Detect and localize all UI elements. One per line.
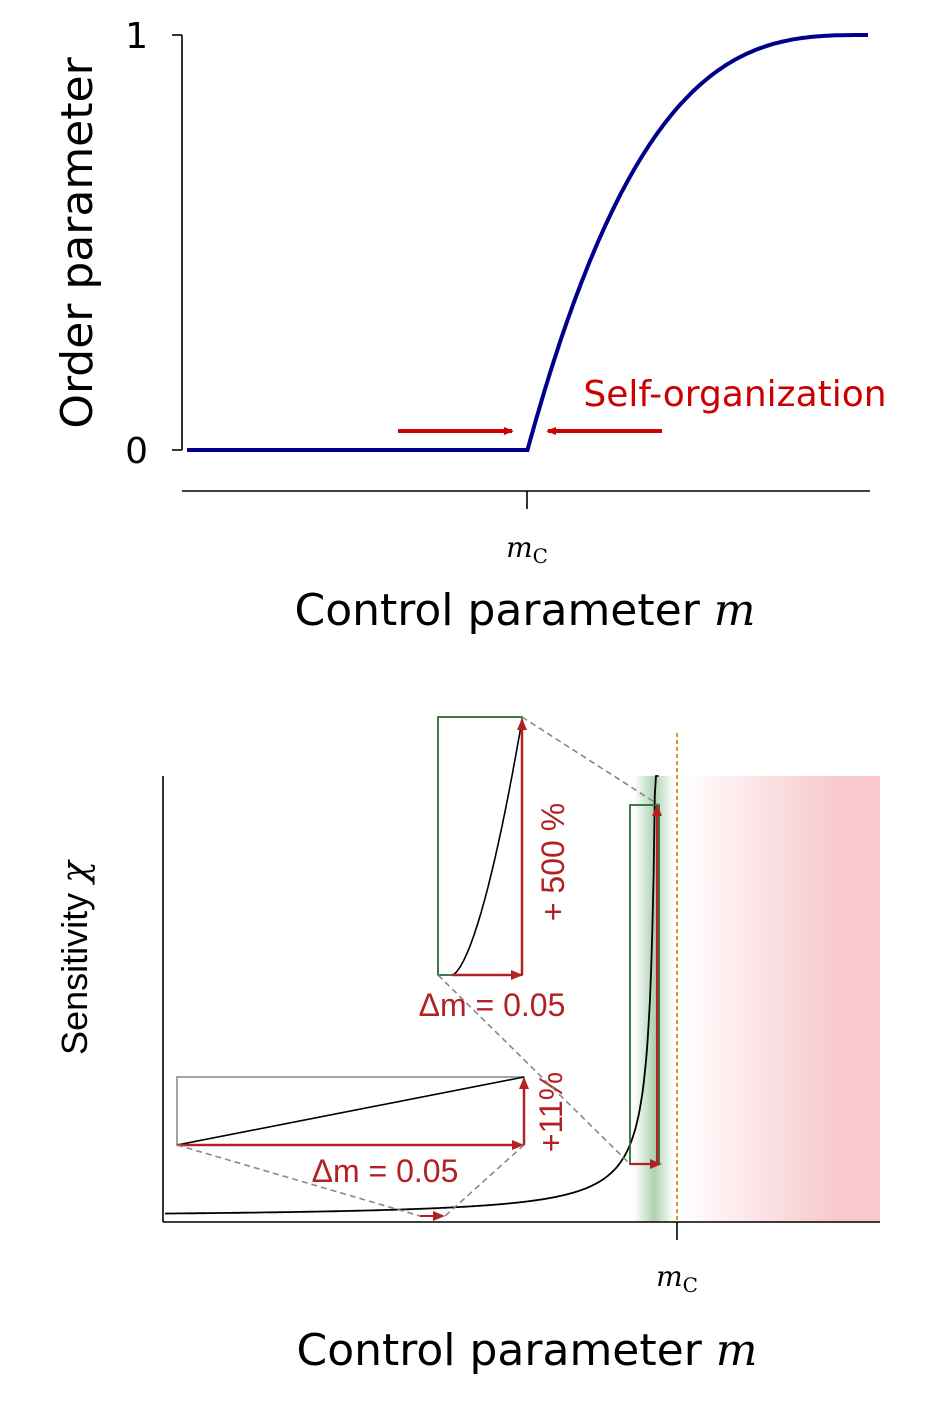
sensitivity-chart: mC Control parameter m Sensitivity χ Δm … xyxy=(54,716,880,1376)
ytick-label-0: 0 xyxy=(125,431,148,472)
pct-label-large: + 500 % xyxy=(535,803,571,921)
x-axis-label-top: Control parameter m xyxy=(294,585,755,636)
zoom-line-small-right xyxy=(444,1144,525,1217)
ytick-label-1: 1 xyxy=(125,16,148,57)
order-parameter-chart: 1 0 Order parameter mC Control parameter… xyxy=(52,16,887,636)
delta-label-small: Δm = 0.05 xyxy=(312,1153,459,1189)
xtick-label-mc-top: mC xyxy=(506,531,548,568)
zoom-line-small-left xyxy=(176,1144,421,1217)
order-parameter-curve xyxy=(187,33,868,452)
inset-large-curve xyxy=(451,719,523,976)
sensitivity-curve xyxy=(164,775,659,1215)
y-axis-label-bottom: Sensitivity χ xyxy=(54,859,96,1055)
xtick-label-mc-bottom: mC xyxy=(656,1260,698,1297)
x-axis-label-bottom: Control parameter m xyxy=(296,1325,757,1376)
delta-label-large: Δm = 0.05 xyxy=(419,987,566,1023)
self-organization-label: Self-organization xyxy=(583,374,886,415)
zoom-line-large-bottom xyxy=(437,974,631,1165)
zoom-line-large-top xyxy=(521,716,660,806)
pct-label-small: +11% xyxy=(533,1072,569,1152)
y-axis-label-top: Order parameter xyxy=(52,56,103,428)
inset-small-secant xyxy=(176,1076,525,1146)
inset-box-large xyxy=(437,716,523,976)
ordered-region xyxy=(680,776,880,1222)
